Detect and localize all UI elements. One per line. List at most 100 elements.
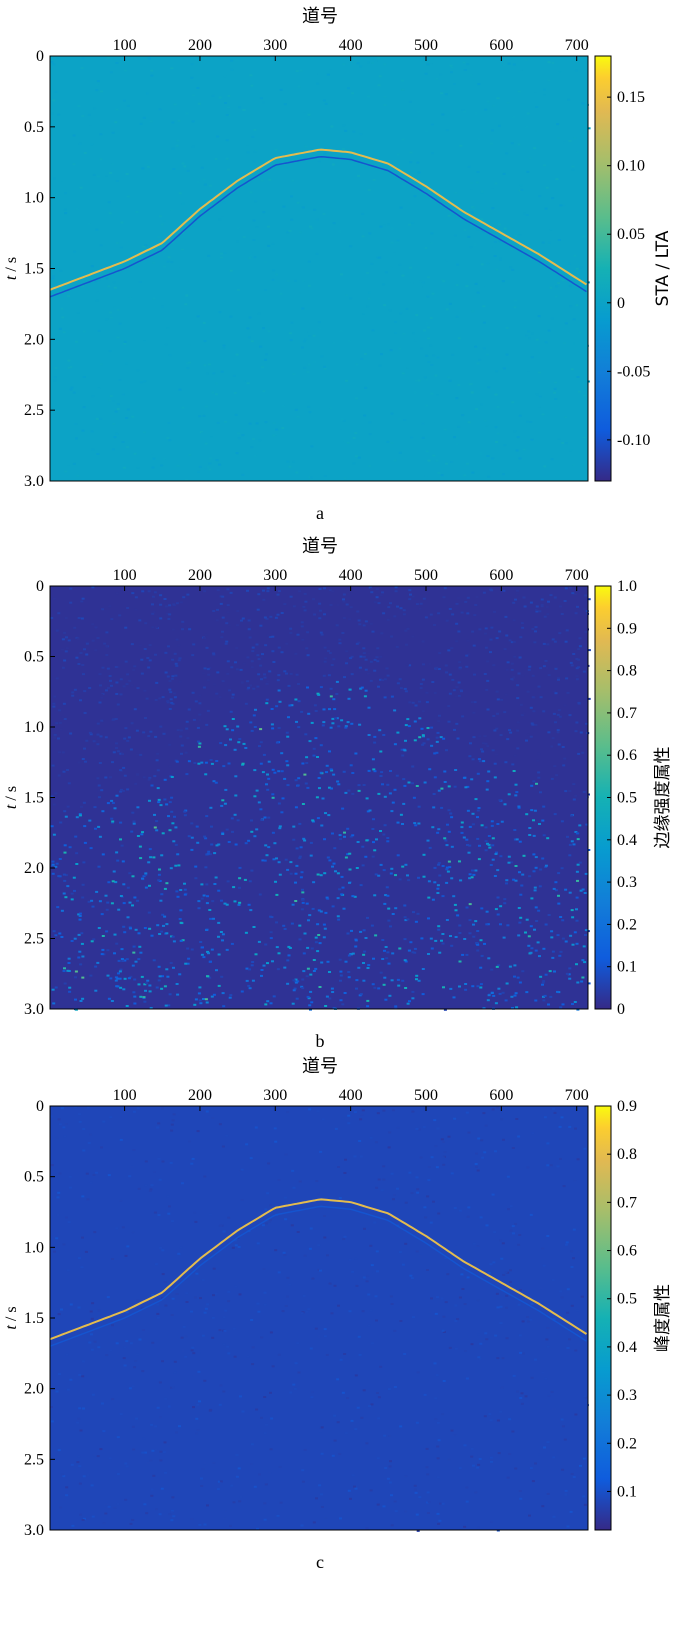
heatmap-cell bbox=[316, 692, 320, 695]
heatmap-cell bbox=[79, 652, 83, 654]
heatmap-cell bbox=[563, 141, 567, 144]
heatmap-cell bbox=[112, 400, 115, 402]
heatmap-cell bbox=[301, 898, 305, 901]
heatmap-cell bbox=[516, 1390, 519, 1393]
heatmap-cell bbox=[484, 742, 488, 745]
heatmap-cell bbox=[257, 312, 261, 315]
heatmap-cell bbox=[217, 1480, 221, 1483]
heatmap-cell bbox=[400, 748, 404, 751]
heatmap-cell bbox=[169, 1161, 173, 1164]
heatmap-cell bbox=[114, 666, 118, 668]
heatmap-cell bbox=[421, 281, 425, 284]
heatmap-cell bbox=[553, 387, 557, 390]
heatmap-cell bbox=[73, 250, 77, 253]
heatmap-cell bbox=[502, 473, 505, 476]
heatmap-cell bbox=[434, 1397, 438, 1400]
heatmap-cell bbox=[167, 422, 171, 424]
heatmap-cell bbox=[532, 819, 535, 822]
heatmap-cell bbox=[419, 1254, 422, 1257]
heatmap-cell bbox=[386, 440, 390, 443]
heatmap-cell bbox=[260, 818, 264, 821]
y-tick-label: 1.0 bbox=[24, 190, 44, 207]
heatmap-cell bbox=[316, 82, 320, 85]
heatmap-cell bbox=[160, 1487, 164, 1490]
heatmap-cell bbox=[566, 1347, 570, 1349]
heatmap-cell bbox=[435, 751, 439, 754]
heatmap-cell bbox=[168, 1513, 172, 1516]
heatmap-cell bbox=[150, 74, 154, 77]
heatmap-cell bbox=[584, 872, 588, 875]
heatmap-cell bbox=[201, 1279, 205, 1281]
heatmap-cell bbox=[135, 729, 139, 732]
heatmap-cell bbox=[574, 794, 578, 797]
heatmap-cell bbox=[208, 462, 212, 465]
heatmap-cell bbox=[318, 326, 322, 329]
heatmap-cell bbox=[477, 1463, 481, 1466]
heatmap-cell bbox=[60, 1334, 64, 1337]
heatmap-cell bbox=[221, 831, 225, 834]
heatmap-cell bbox=[501, 1242, 505, 1245]
heatmap-cell bbox=[380, 353, 383, 356]
heatmap-cell bbox=[398, 417, 401, 420]
heatmap-cell bbox=[404, 1475, 408, 1478]
heatmap-cell bbox=[111, 1258, 115, 1260]
heatmap-cell bbox=[194, 877, 198, 880]
heatmap-cell bbox=[263, 1396, 267, 1398]
heatmap-cell bbox=[413, 720, 417, 723]
heatmap-cell bbox=[271, 635, 275, 638]
heatmap-cell bbox=[396, 854, 400, 857]
heatmap-cell bbox=[399, 1320, 403, 1322]
heatmap-cell bbox=[263, 676, 267, 679]
heatmap-cell bbox=[411, 595, 415, 598]
heatmap-cell bbox=[359, 993, 363, 996]
heatmap-cell bbox=[280, 612, 284, 614]
heatmap-cell bbox=[300, 625, 304, 628]
heatmap-cell bbox=[476, 1299, 480, 1302]
heatmap-cell bbox=[100, 90, 104, 93]
heatmap-cell bbox=[185, 720, 189, 723]
heatmap-cell bbox=[101, 935, 105, 937]
heatmap-cell bbox=[113, 436, 117, 439]
heatmap-cell bbox=[85, 642, 89, 645]
heatmap-cell bbox=[377, 792, 381, 795]
heatmap-cell bbox=[259, 97, 263, 100]
heatmap-cell bbox=[490, 589, 494, 592]
heatmap-cell bbox=[398, 451, 402, 454]
heatmap-cell bbox=[245, 979, 249, 982]
heatmap-cell bbox=[168, 708, 172, 710]
heatmap-cell bbox=[340, 418, 344, 421]
heatmap-cell bbox=[79, 186, 83, 189]
heatmap-cell bbox=[264, 289, 267, 291]
heatmap-cell bbox=[278, 700, 282, 703]
heatmap-cell bbox=[50, 1164, 54, 1167]
heatmap-cell bbox=[370, 1403, 374, 1406]
heatmap-cell bbox=[307, 284, 311, 287]
heatmap-cell bbox=[325, 1353, 329, 1356]
heatmap-cell bbox=[183, 810, 187, 813]
heatmap-cell bbox=[323, 838, 326, 841]
heatmap-cell bbox=[289, 632, 293, 634]
heatmap-cell bbox=[454, 191, 458, 194]
heatmap-cell bbox=[310, 947, 314, 950]
heatmap-cell bbox=[55, 1237, 59, 1240]
heatmap-cell bbox=[455, 640, 459, 643]
heatmap-cell bbox=[549, 594, 553, 597]
heatmap-cell bbox=[255, 226, 259, 229]
heatmap-cell bbox=[153, 813, 156, 816]
heatmap-cell bbox=[575, 658, 579, 660]
heatmap-cell bbox=[270, 1417, 274, 1420]
heatmap-cell bbox=[339, 330, 343, 333]
heatmap-cell bbox=[431, 681, 435, 683]
heatmap-cell bbox=[286, 231, 290, 234]
heatmap-cell bbox=[203, 1175, 207, 1178]
heatmap-cell bbox=[280, 752, 284, 755]
heatmap-cell bbox=[203, 1311, 207, 1314]
heatmap-cell bbox=[295, 673, 299, 676]
heatmap-cell bbox=[468, 903, 472, 906]
heatmap-cell bbox=[192, 643, 196, 646]
heatmap-cell bbox=[157, 236, 161, 238]
heatmap-cell bbox=[63, 879, 67, 882]
heatmap-cell bbox=[116, 977, 120, 980]
heatmap-cell bbox=[150, 1423, 154, 1426]
heatmap-cell bbox=[306, 946, 310, 949]
